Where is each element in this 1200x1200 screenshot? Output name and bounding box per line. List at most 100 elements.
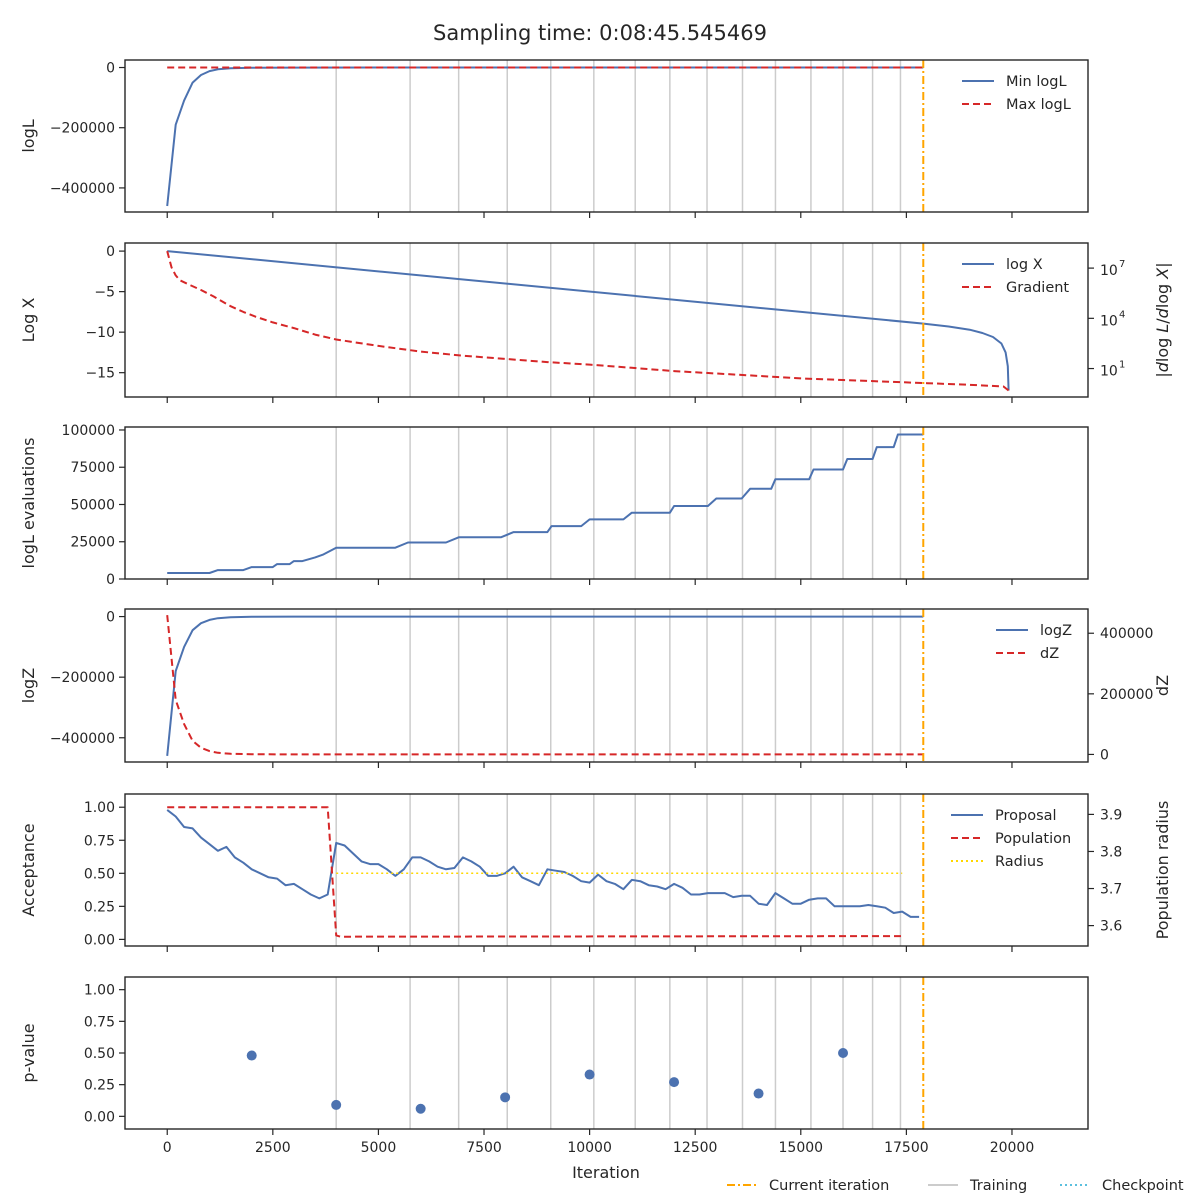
- y-tick-label: 50000: [70, 497, 115, 513]
- y2-tick-label: 3.6: [1100, 919, 1122, 935]
- y2-tick-exponent: 1: [1119, 360, 1125, 371]
- figure-legend-label: Current iteration: [769, 1178, 889, 1194]
- legend-logl: Min logL Max logL: [962, 74, 1071, 113]
- legend-acceptance: Proposal Population Radius: [951, 808, 1071, 870]
- y-tick-label: 0.25: [84, 899, 115, 915]
- series-population: [167, 806, 903, 938]
- y2-tick-label: 400000: [1100, 626, 1153, 642]
- panel-logz: 0 −200000 −400000 logZ 0 200000 400000 dZ logZ dZ: [19, 608, 1172, 768]
- legend-label: Min logL: [1006, 74, 1067, 90]
- panel-evals: 0 25000 50000 75000 100000 logL evaluations: [19, 423, 1089, 588]
- y-tick-label: −200000: [50, 670, 115, 686]
- y-tick-label: 0: [106, 61, 115, 77]
- y-tick-label: −5: [94, 285, 115, 301]
- x-tick-label: 17500: [884, 1140, 929, 1156]
- y-tick-label: 0.50: [84, 866, 115, 882]
- y-tick-label: 0: [106, 244, 115, 260]
- y-tick-label: 100000: [62, 423, 115, 439]
- y2-tick-exponent: 7: [1119, 259, 1125, 270]
- y2-tick-exponent: 4: [1119, 309, 1125, 320]
- x-axis-label: Iteration: [572, 1163, 640, 1182]
- axes-frame: [124, 793, 1089, 947]
- legend-label: Max logL: [1006, 97, 1071, 113]
- y-tick-label: −15: [85, 366, 115, 382]
- y-tick-label: −400000: [50, 181, 115, 197]
- x-tick-label: 5000: [361, 1140, 397, 1156]
- legend-label: Gradient: [1006, 280, 1069, 296]
- figure-legend: Current iteration Training Checkpoint: [727, 1178, 1184, 1194]
- y-axis-label: logL: [19, 119, 38, 152]
- panel-acceptance: 1.00 0.75 0.50 0.25 0.00 Acceptance 3.9 3.8 3.7 3…: [19, 793, 1172, 952]
- x-tick-label: 2500: [255, 1140, 291, 1156]
- y-tick-label: 75000: [70, 460, 115, 476]
- series-logz: [166, 615, 924, 756]
- y2-tick-label: 10: [1100, 364, 1118, 380]
- y2-axis-label: |dlog L/dlog X|: [1153, 262, 1172, 377]
- figure-legend-label: Training: [969, 1178, 1027, 1194]
- y-tick-label: 0: [106, 610, 115, 626]
- legend-label: Population: [995, 831, 1071, 847]
- y2-tick-label: 200000: [1100, 687, 1153, 703]
- y-tick-label: 0.25: [84, 1078, 115, 1094]
- scatter-point: [415, 1103, 426, 1114]
- legend-label: Proposal: [995, 808, 1057, 824]
- y-tick-label: 0: [106, 572, 115, 588]
- figure-legend-label: Checkpoint: [1102, 1178, 1184, 1194]
- y2-tick-label: 3.7: [1100, 882, 1122, 898]
- y-tick-label: −400000: [50, 731, 115, 747]
- legend-label: log X: [1006, 257, 1043, 273]
- x-tick-label: 0: [163, 1140, 172, 1156]
- scatter-point: [500, 1092, 511, 1103]
- y-tick-label: 0.75: [84, 1014, 115, 1030]
- series-evals: [167, 433, 924, 574]
- y2-tick-label: 10: [1100, 263, 1118, 279]
- y-tick-label: 0.00: [84, 932, 115, 948]
- axes-frame: [124, 426, 1089, 580]
- y2-tick-label: 10: [1100, 313, 1118, 329]
- y2-axis-label: dZ: [1153, 675, 1172, 696]
- y-axis-label: p-value: [19, 1023, 38, 1082]
- y2-tick-label: 3.8: [1100, 844, 1122, 860]
- x-tick-label: 7500: [466, 1140, 502, 1156]
- x-tick-label: 12500: [673, 1140, 718, 1156]
- y-tick-label: 1.00: [84, 983, 115, 999]
- scatter-point: [669, 1077, 680, 1088]
- y-axis-label: Acceptance: [19, 823, 38, 916]
- legend-label: dZ: [1040, 646, 1059, 662]
- y-tick-label: 0.00: [84, 1109, 115, 1125]
- panel-pvalue: 1.00 0.75 0.50 0.25 0.00 0 2500 5000 7500 10000 12…: [19, 976, 1089, 1156]
- axes-frame: [124, 608, 1089, 763]
- axes-frame: [124, 976, 1089, 1130]
- legend-logz: logZ dZ: [996, 623, 1072, 662]
- y-tick-label: 0.75: [84, 833, 115, 849]
- x-tick-label: 20000: [990, 1140, 1035, 1156]
- axes-frame: [124, 242, 1089, 398]
- y-tick-label: 1.00: [84, 800, 115, 816]
- series-log-x: [167, 250, 1010, 391]
- series-gradient: [166, 250, 1010, 392]
- panels: 0 −200000 −400000 logL Min logL Max logL 0 −5 −1…: [19, 59, 1172, 1156]
- scatter-point: [838, 1048, 849, 1058]
- scatter-point: [246, 1050, 257, 1061]
- y2-axis-label: Population radius: [1153, 801, 1172, 940]
- figure-title: Sampling time: 0:08:45.545469: [433, 21, 767, 45]
- scatter-point: [753, 1088, 764, 1099]
- y2-tick-label: 3.9: [1100, 807, 1122, 823]
- scatter-point: [584, 1069, 595, 1080]
- series-proposal: [166, 809, 920, 918]
- x-tick-label: 15000: [779, 1140, 824, 1156]
- legend-label: Radius: [995, 854, 1044, 870]
- scatter-point: [331, 1099, 342, 1110]
- legend-logx: log X Gradient: [962, 257, 1069, 296]
- y-axis-label: logZ: [19, 668, 38, 703]
- y-tick-label: −200000: [50, 121, 115, 137]
- y-tick-label: 0.50: [84, 1046, 115, 1062]
- panel-logl: 0 −200000 −400000 logL Min logL Max logL: [19, 59, 1089, 218]
- legend-label: logZ: [1040, 623, 1072, 639]
- y-axis-label: logL evaluations: [19, 438, 38, 569]
- axes-frame: [124, 59, 1089, 213]
- y-tick-label: 25000: [70, 535, 115, 551]
- y2-tick-label: 0: [1100, 747, 1109, 763]
